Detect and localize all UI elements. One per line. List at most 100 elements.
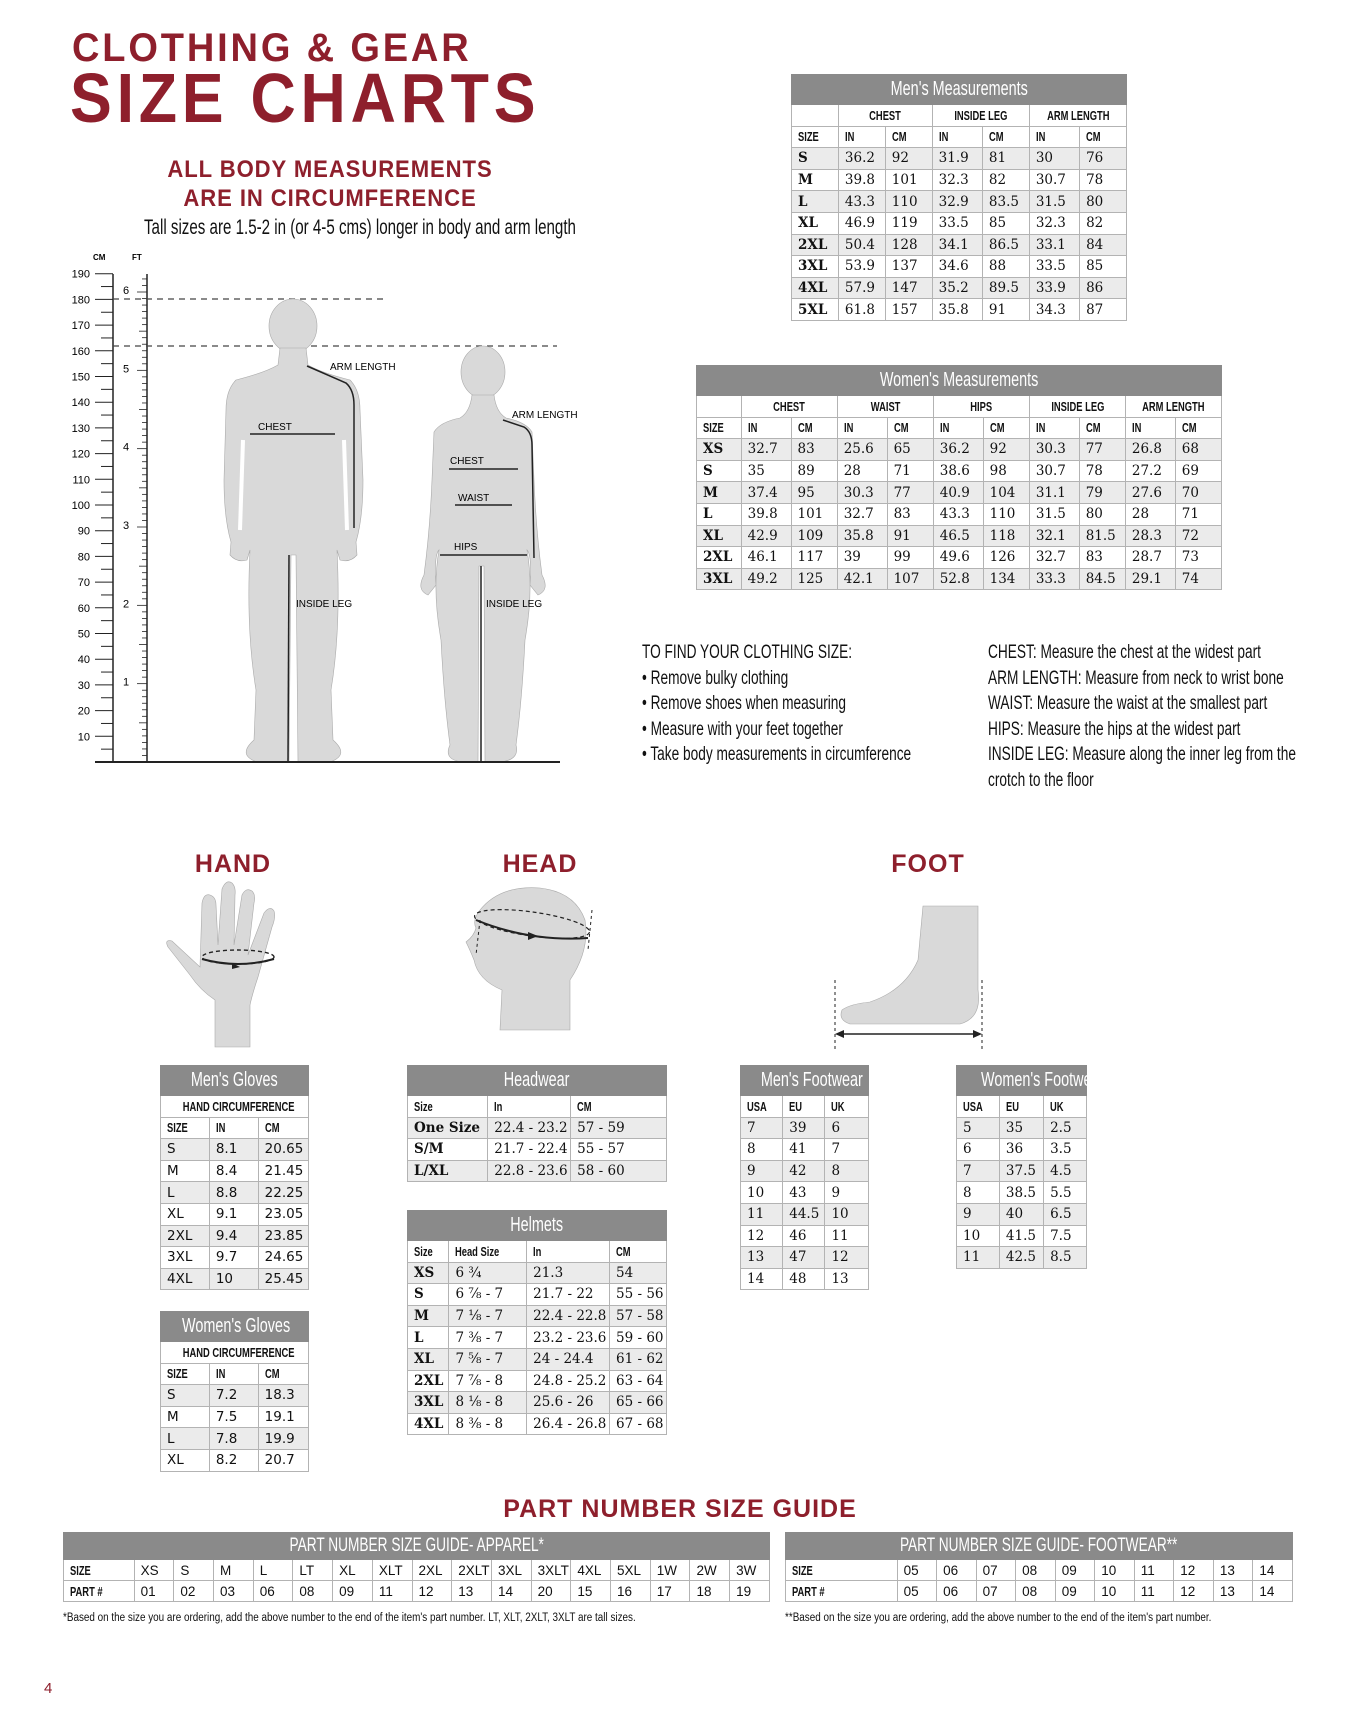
table-cell: 18 [689,1580,731,1602]
table-row: 3XL 53.9 137 34.6 88 33.5 85 [791,255,1127,278]
table-cell: 05 [896,1580,938,1602]
table-cell: 9 [824,1181,869,1204]
table-cell: 05 [896,1559,938,1581]
head-illustration [465,887,593,1031]
table-cell: 101 [884,168,933,192]
table-cell: 61 - 62 [609,1347,667,1371]
table-cell: 30.3 [1028,438,1080,461]
column-header: UK [1043,1095,1087,1118]
column-group-header [696,395,742,418]
page-title: SIZE CHARTS [70,59,541,137]
table-cell: 13 [824,1267,869,1291]
table-row: S 7.2 18.3 [160,1384,310,1407]
table-cell: 6 ⅞ - 7 [448,1283,528,1306]
table-cell: 43.3 [932,502,984,526]
column-header: CM [1079,125,1127,149]
table-cell: 33.5 [1028,255,1081,278]
table-cell: 41 [782,1138,826,1161]
column-header: SIZE [160,1116,210,1140]
male-figure: ARM LENGTH CHEST INSIDE LEG [223,298,396,763]
table-cell: 36.2 [837,147,886,170]
row-label-cell: One Size [406,1116,489,1140]
page-number: 4 [44,1680,53,1697]
table-row: 8 38.5 5.5 [956,1181,1087,1204]
table-row: 5 35 2.5 [956,1116,1087,1140]
table-cell: 09 [1054,1580,1096,1602]
table-cell: 74 [1174,567,1223,591]
instructions-heading: TO FIND YOUR CLOTHING SIZE: [642,642,853,663]
column-header: SIZE [160,1362,210,1386]
table-cell: 39 [782,1116,826,1140]
definition-item: INSIDE LEG: Measure along the inner leg … [988,742,1348,768]
column-header: Size [406,1095,489,1118]
row-label-cell: 4XL [791,276,839,300]
foot-heading: FOOT [891,850,965,878]
table-cell: 42.9 [740,524,792,548]
table-cell: 43 [782,1181,826,1204]
table-cell: 5.5 [1043,1181,1087,1204]
row-label-cell: XS [696,438,742,461]
table-cell: XLT [371,1559,413,1581]
column-header: SIZE [791,125,839,149]
table-row: S 36.2 92 31.9 81 30 76 [791,147,1127,170]
row-label-cell: 6 [956,1138,1000,1161]
body-measurement-diagram: CM FT 10 20 30 40 50 60 70 80 90 100 110 120 130 140 150… [72,253,578,763]
table-cell: 9.1 [208,1202,259,1226]
table-cell: 33.9 [1028,276,1081,300]
table-cell: 27.6 [1124,481,1176,504]
table-cell: 98 [982,459,1030,483]
table-row: 5XL 61.8 157 35.8 91 34.3 87 [791,298,1127,321]
table-row: 9 42 8 [739,1159,869,1183]
cm-tick-label: 150 [72,372,90,384]
row-label-cell: S [791,147,839,170]
table-cell: 41.5 [998,1224,1045,1248]
table-cell: 32.3 [1028,211,1081,235]
table-cell: 32.9 [931,190,983,213]
table-cell: 86 [1079,276,1127,300]
table-cell: S [173,1559,215,1581]
table-cell: 08 [292,1580,334,1602]
table-cell: 35 [998,1116,1045,1140]
row-label-cell: S [160,1138,210,1161]
table-row: S/M 21.7 - 22.4 55 - 57 [406,1138,667,1161]
table-cell: 18.3 [257,1384,310,1407]
table-cell: 8 [824,1159,869,1183]
table-cell: 70 [1174,481,1223,504]
table-cell: 48 [782,1267,826,1291]
footwear-footnote: **Based on the size you are ordering, ad… [785,1612,1212,1624]
table-row: M 7.5 19.1 [160,1405,310,1429]
column-header: CM [257,1362,310,1386]
table-title: PART NUMBER SIZE GUIDE- APPAREL* [63,1532,770,1560]
table-cell: 32.3 [931,168,983,192]
table-cell: 7.5 [1043,1224,1087,1248]
table-cell: 110 [982,502,1030,526]
table-row: 2XL 50.4 128 34.1 86.5 33.1 84 [791,233,1127,257]
definition-text: Measure along the inner leg from the [1068,744,1296,765]
row-label-cell: 2XL [791,233,839,257]
table-cell: 67 - 68 [609,1412,667,1436]
table-row: XS 6 ¾ 21.3 54 [406,1261,667,1285]
tall-sizes-note: Tall sizes are 1.5-2 in (or 4-5 cms) lon… [143,216,576,239]
table-cell: 46.9 [837,211,886,235]
row-label-cell: 2XL [160,1224,210,1248]
table-cell: 12 [1173,1580,1214,1602]
table-cell: 06 [252,1580,294,1602]
ft-tick-label: 1 [123,677,129,689]
foot-illustration [834,905,983,1050]
table-cell: 19.1 [257,1405,310,1429]
table-cell: 39.8 [837,168,886,192]
row-label-cell: 8 [956,1181,1000,1204]
cm-tick-label: 60 [78,603,90,615]
table-cell: 20 [530,1580,572,1602]
cm-tick-label: 170 [72,320,90,332]
table-cell: 1W [649,1559,691,1581]
head-heading: HEAD [502,850,578,878]
table-cell: 07 [975,1580,1017,1602]
table-cell: 7 ⅜ - 7 [448,1326,528,1349]
table-row: L/XL 22.8 - 23.6 58 - 60 [406,1159,667,1183]
table-cell: 20.7 [257,1448,310,1472]
table-cell: 57 - 58 [609,1304,667,1328]
column-header: CM [981,125,1030,149]
circumference-note-line-2: ARE IN CIRCUMFERENCE [183,185,477,212]
table-cell: 83.5 [981,190,1030,213]
